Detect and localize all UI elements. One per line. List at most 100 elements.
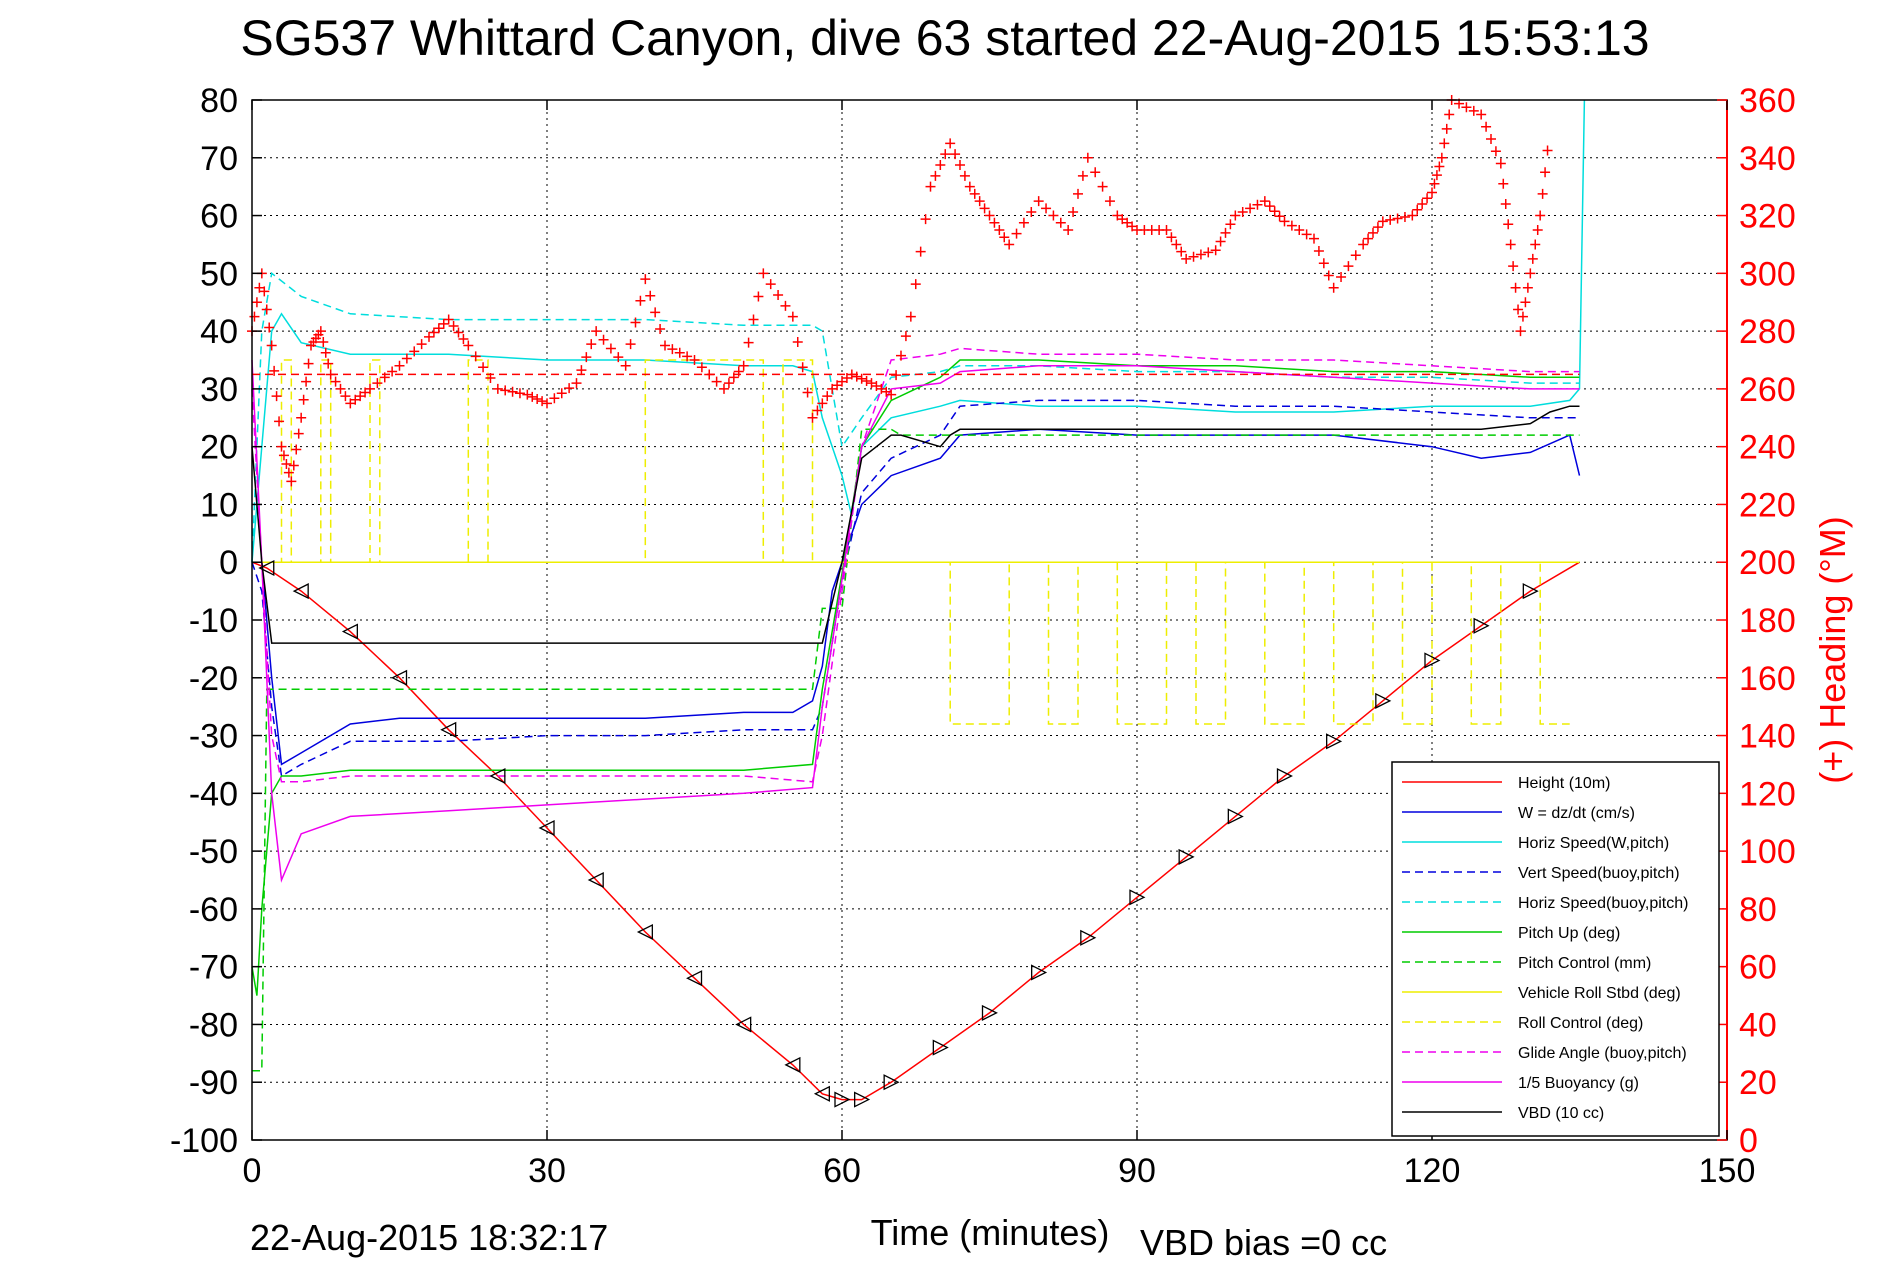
legend-entry: Pitch Up (deg) [1518, 925, 1620, 942]
heading-marker [1517, 311, 1528, 322]
heading-marker [1530, 239, 1541, 250]
height-marker [1080, 929, 1097, 946]
legend-entry: 1/5 Buoyancy (g) [1518, 1075, 1639, 1092]
heading-marker [655, 323, 666, 334]
heading-marker [492, 383, 503, 394]
heading-marker [1279, 216, 1290, 227]
heading-marker [564, 383, 575, 394]
heading-marker [1515, 326, 1526, 337]
heading-marker [323, 358, 334, 369]
heading-marker [1176, 246, 1187, 257]
y2-tick-label: 20 [1739, 1064, 1777, 1102]
heading-marker [438, 318, 449, 329]
heading-marker [758, 268, 769, 279]
series-line-1 [252, 428, 1581, 766]
heading-marker [1171, 239, 1182, 250]
height-marker [813, 1085, 830, 1102]
heading-marker [905, 311, 916, 322]
heading-marker [372, 378, 383, 389]
heading-marker [630, 317, 641, 328]
y-tick-label: -100 [170, 1122, 238, 1160]
series-line-11 [251, 405, 1580, 644]
heading-marker [861, 375, 872, 386]
heading-marker [556, 388, 567, 399]
heading-marker [1358, 239, 1369, 250]
heading-marker [1540, 167, 1551, 178]
heading-marker [1385, 214, 1396, 225]
heading-marker [979, 203, 990, 214]
series-line-9 [251, 347, 1580, 783]
y-tick-label: -40 [189, 775, 238, 813]
heading-marker [959, 170, 970, 181]
x-tick-label: 0 [243, 1152, 262, 1190]
x-tick-label: 90 [1118, 1152, 1156, 1190]
heading-marker [896, 350, 906, 361]
heading-marker [1073, 188, 1083, 199]
legend-box [1391, 761, 1720, 1137]
heading-marker [1505, 239, 1516, 250]
y-tick-label: 80 [200, 82, 238, 120]
heading-marker [645, 290, 656, 301]
heading-marker [1274, 211, 1285, 222]
heading-marker [1063, 225, 1074, 235]
heading-marker [1195, 249, 1206, 260]
heading-marker [1161, 225, 1172, 235]
heading-marker [387, 366, 398, 377]
heading-marker [365, 383, 375, 394]
x-tick-label: 150 [1699, 1152, 1756, 1190]
y-tick-label: -80 [189, 1006, 238, 1044]
heading-marker [448, 321, 459, 332]
footer-vbd-bias: VBD bias =0 cc [1140, 1222, 1387, 1262]
heading-marker [682, 351, 693, 362]
height-marker [784, 1056, 801, 1073]
heading-marker [1513, 304, 1524, 315]
heading-marker [822, 391, 833, 402]
heading-marker [296, 412, 307, 423]
heading-marker [635, 295, 646, 306]
heading-marker [1004, 239, 1015, 250]
y-tick-label: 60 [200, 198, 238, 236]
height-marker [1326, 733, 1343, 750]
heading-marker [1535, 210, 1546, 221]
x-tick-label: 120 [1404, 1152, 1461, 1190]
heading-marker [674, 347, 685, 358]
heading-marker [1510, 282, 1521, 293]
heading-marker [910, 279, 921, 290]
heading-marker [994, 225, 1005, 235]
heading-marker [463, 340, 474, 351]
y-tick-label: 50 [200, 255, 238, 293]
y-tick-label: 20 [200, 429, 238, 467]
heading-marker [1210, 245, 1221, 256]
heading-marker [765, 279, 776, 290]
heading-marker [340, 391, 351, 402]
heading-marker [1033, 196, 1044, 207]
legend-entry: Horiz Speed(W,pitch) [1518, 835, 1669, 852]
heading-marker [1026, 206, 1037, 217]
legend-entry: Pitch Control (mm) [1518, 955, 1651, 972]
height-marker [292, 583, 309, 600]
heading-marker [507, 386, 518, 397]
heading-marker [298, 394, 309, 405]
heading-marker [1166, 232, 1177, 243]
heading-marker [274, 416, 285, 427]
heading-marker [522, 389, 533, 400]
y-tick-label: 70 [200, 140, 238, 178]
heading-marker [1532, 225, 1543, 235]
heading-marker [1522, 282, 1533, 293]
heading-marker [266, 340, 277, 351]
heading-marker [1503, 219, 1514, 230]
heading-marker [1252, 199, 1263, 210]
height-marker [489, 767, 506, 785]
heading-marker [1363, 233, 1374, 244]
y-tick-label: -70 [189, 949, 238, 987]
heading-marker [1500, 199, 1511, 209]
heading-marker [1431, 170, 1442, 181]
heading-marker [1225, 219, 1236, 230]
height-marker [1227, 808, 1244, 825]
heading-marker [1377, 216, 1388, 227]
heading-marker [416, 339, 427, 350]
tick-labels: 0 30 60 90 120 15080706050403020100-10-20-30-… [170, 82, 1796, 1190]
heading-marker [969, 188, 980, 199]
heading-marker [1392, 213, 1403, 224]
legend-entry: Glide Angle (buoy,pitch) [1518, 1045, 1687, 1062]
